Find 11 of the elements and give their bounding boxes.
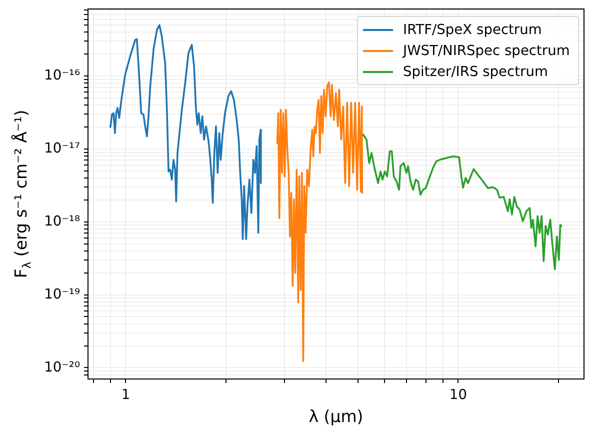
y-tick-label: 10⁻¹⁶ xyxy=(44,68,80,84)
y-tick-label: 10⁻¹⁷ xyxy=(44,140,80,157)
legend-label: IRTF/SpeX spectrum xyxy=(403,22,542,38)
y-tick-label: 10⁻¹⁸ xyxy=(44,213,80,230)
x-tick-label: 1 xyxy=(121,386,130,403)
legend-label: JWST/NIRSpec spectrum xyxy=(403,42,570,58)
x-axis-title: λ (μm) xyxy=(308,407,364,427)
y-tick-label: 10⁻¹⁹ xyxy=(44,286,80,302)
legend-label: Spitzer/IRS spectrum xyxy=(403,64,548,80)
y-tick-label: 10⁻²⁰ xyxy=(44,359,80,376)
x-tick-label: 10 xyxy=(449,386,467,403)
